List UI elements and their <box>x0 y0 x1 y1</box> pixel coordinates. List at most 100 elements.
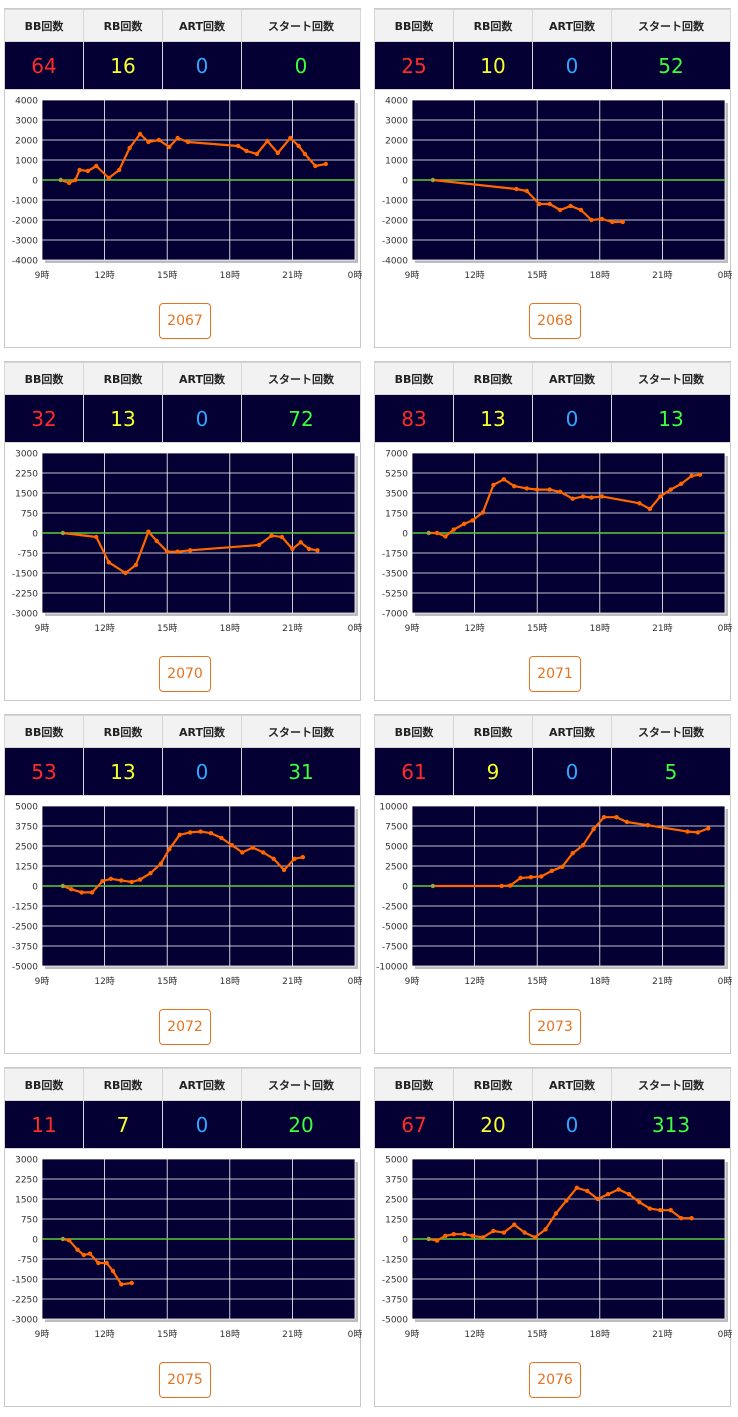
data-point <box>514 186 519 192</box>
data-point <box>595 1196 600 1202</box>
y-tick-label: -5250 <box>382 590 408 600</box>
y-tick-label: 5000 <box>385 1156 408 1166</box>
start-count: 0 <box>241 41 361 90</box>
y-tick-label: -2000 <box>12 217 38 227</box>
x-tick-label: 0時 <box>718 976 732 987</box>
data-point <box>60 530 66 536</box>
data-point <box>547 487 552 492</box>
y-tick-label: -2500 <box>12 923 38 933</box>
x-tick-label: 12時 <box>464 623 484 634</box>
data-point <box>110 1268 116 1274</box>
y-tick-label: -7000 <box>382 610 408 620</box>
stats-table: BB回数 RB回数 ART回数 スタート回数 11 7 0 20 <box>4 1068 361 1149</box>
machine-number-button[interactable]: 2075 <box>159 1362 211 1398</box>
y-tick-label: -5000 <box>382 923 408 933</box>
stats-table: BB回数 RB回数 ART回数 スタート回数 61 9 0 5 <box>374 715 731 796</box>
stats-value-row: 64 16 0 0 <box>4 41 361 90</box>
x-tick-label: 9時 <box>35 623 50 634</box>
slump-chart: 3000 2250 1500 750 0 -750 -1500 -2250 -3000 9時 12時… <box>12 1156 362 1340</box>
data-point <box>626 1192 632 1197</box>
rb-count: 13 <box>83 394 163 443</box>
data-point <box>560 864 565 869</box>
data-point <box>87 1251 93 1256</box>
y-tick-label: 0 <box>402 177 408 187</box>
machine-number-button[interactable]: 2070 <box>159 656 211 692</box>
rb-header: RB回数 <box>83 9 163 42</box>
data-point <box>426 1236 431 1242</box>
start-count: 13 <box>611 394 731 443</box>
machine-number-button[interactable]: 2067 <box>159 303 211 339</box>
x-tick-label: 9時 <box>35 976 50 987</box>
y-tick-label: 2000 <box>15 137 38 147</box>
stats-header-row: BB回数 RB回数 ART回数 スタート回数 <box>4 715 361 748</box>
y-tick-label: -7500 <box>382 943 408 953</box>
x-tick-label: 21時 <box>282 1329 302 1340</box>
y-tick-label: -5000 <box>12 963 38 973</box>
machine-number-button[interactable]: 2073 <box>529 1009 581 1045</box>
x-tick-label: 0時 <box>348 623 362 634</box>
rb-count: 9 <box>453 747 533 796</box>
data-point <box>158 861 164 866</box>
y-tick-label: -3750 <box>382 1296 408 1306</box>
start-header: スタート回数 <box>241 715 361 748</box>
data-point <box>443 534 448 539</box>
rb-count: 7 <box>83 1100 163 1149</box>
rb-header: RB回数 <box>83 1068 163 1101</box>
data-point <box>616 1187 621 1192</box>
data-point <box>557 489 563 495</box>
y-tick-label: 2500 <box>385 1196 408 1206</box>
y-tick-label: 750 <box>21 1216 38 1226</box>
data-point <box>589 217 594 223</box>
data-point <box>106 560 111 565</box>
data-point <box>137 131 143 137</box>
machine-number-button[interactable]: 2068 <box>529 303 581 339</box>
y-tick-label: 5000 <box>385 843 408 853</box>
data-point <box>306 546 312 552</box>
data-point <box>73 177 78 183</box>
y-tick-label: -750 <box>18 1256 39 1266</box>
data-point <box>518 875 523 881</box>
y-tick-label: -2500 <box>382 1276 408 1286</box>
y-tick-label: -3500 <box>382 570 408 580</box>
x-tick-label: 0時 <box>348 270 362 281</box>
data-point <box>187 548 193 553</box>
data-point <box>298 540 303 545</box>
data-point <box>81 1252 86 1258</box>
data-point <box>148 871 153 876</box>
bb-header: BB回数 <box>374 9 454 42</box>
data-point <box>580 843 586 848</box>
data-point <box>292 856 297 861</box>
data-point <box>69 887 74 892</box>
machine-number-button[interactable]: 2072 <box>159 1009 211 1045</box>
y-tick-label: -2500 <box>382 903 408 913</box>
start-header: スタート回数 <box>241 1068 361 1101</box>
start-count: 313 <box>611 1100 731 1149</box>
y-tick-label: 0 <box>32 177 38 187</box>
bb-count: 25 <box>374 41 454 90</box>
machine-number-button[interactable]: 2076 <box>529 1362 581 1398</box>
machine-number-button[interactable]: 2071 <box>529 656 581 692</box>
data-point <box>480 510 486 515</box>
data-point <box>689 1216 694 1221</box>
data-point <box>689 473 694 479</box>
data-point <box>60 1236 66 1242</box>
y-tick-label: -2250 <box>12 1296 38 1306</box>
y-tick-label: 3750 <box>15 823 38 833</box>
x-tick-label: 12時 <box>464 1329 484 1340</box>
bb-count: 61 <box>374 747 454 796</box>
y-tick-label: 750 <box>21 510 38 520</box>
stats-table: BB回数 RB回数 ART回数 スタート回数 67 20 0 313 <box>374 1068 731 1149</box>
x-tick-label: 9時 <box>35 1329 50 1340</box>
data-point <box>647 506 653 512</box>
rb-count: 10 <box>453 41 533 90</box>
stats-header-row: BB回数 RB回数 ART回数 スタート回数 <box>374 9 731 42</box>
data-point <box>302 151 308 157</box>
data-point <box>443 1233 448 1238</box>
data-point <box>570 851 575 856</box>
data-point <box>296 143 301 149</box>
y-tick-label: 7000 <box>385 450 408 460</box>
x-tick-label: 21時 <box>652 976 672 987</box>
x-tick-label: 15時 <box>157 976 177 987</box>
start-count: 5 <box>611 747 731 796</box>
y-tick-label: 2500 <box>15 843 38 853</box>
